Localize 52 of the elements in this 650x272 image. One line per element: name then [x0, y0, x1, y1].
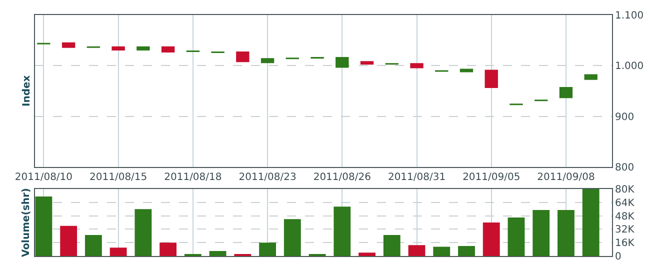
- bar: [508, 217, 525, 256]
- y-tick-label: 32K: [615, 224, 635, 236]
- y-tick-label: 800: [615, 162, 634, 174]
- bar: [433, 246, 450, 256]
- bar: [334, 206, 351, 256]
- candlestick: [136, 46, 150, 50]
- y-tick-label: 900: [615, 112, 634, 123]
- x-tick-label: 2011/08/23: [238, 172, 296, 183]
- bar: [458, 246, 475, 256]
- y-tick-label: 48K: [615, 211, 635, 222]
- bar: [284, 219, 301, 256]
- bar: [408, 245, 426, 256]
- bar: [383, 235, 400, 256]
- x-tick-label: 2011/08/15: [90, 172, 148, 183]
- candlestick: [112, 46, 125, 50]
- bar: [358, 252, 376, 256]
- candlestick: [484, 70, 498, 88]
- y-tick-label: 80K: [615, 184, 635, 196]
- candlestick: [460, 68, 474, 72]
- y-tick-label: 64K: [615, 198, 635, 209]
- candlestick: [584, 74, 598, 80]
- bar: [84, 235, 102, 256]
- bar: [134, 209, 152, 256]
- y-axis-title: Volume(shr): [21, 188, 32, 257]
- y-tick-label: 1.100: [615, 10, 644, 22]
- x-tick-label: 2011/08/31: [388, 172, 446, 183]
- bar: [582, 189, 600, 256]
- candlestick: [559, 86, 573, 98]
- candlestick: [260, 58, 274, 64]
- bar: [160, 242, 177, 256]
- bar: [482, 222, 500, 256]
- x-tick-label: 2011/08/18: [164, 172, 222, 183]
- candlestick: [161, 46, 175, 52]
- x-tick-label: 2011/09/05: [462, 172, 520, 183]
- candlestick: [236, 51, 250, 62]
- bar: [209, 250, 226, 256]
- bar: [532, 210, 550, 256]
- bar: [60, 226, 78, 256]
- bar: [558, 210, 574, 256]
- y-axis-title: Index: [22, 74, 32, 106]
- bar: [35, 196, 52, 256]
- y-tick-label: 1.000: [615, 61, 644, 72]
- candlestick: [410, 63, 424, 68]
- y-tick-label: 0: [615, 252, 622, 262]
- bar: [110, 248, 127, 256]
- x-tick-label: 2011/09/08: [537, 172, 595, 183]
- x-tick-label: 2011/08/26: [313, 172, 371, 183]
- x-tick-label: 2011/08/10: [14, 172, 73, 183]
- candlestick: [62, 42, 76, 48]
- candlestick: [336, 57, 349, 68]
- bar: [259, 242, 276, 256]
- y-tick-label: 16K: [615, 238, 635, 250]
